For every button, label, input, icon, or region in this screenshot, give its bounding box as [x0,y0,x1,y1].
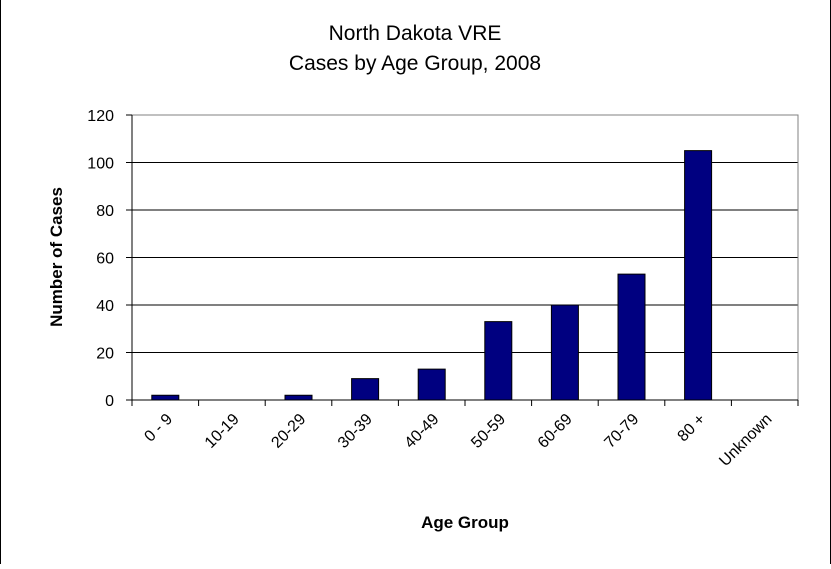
bar [550,304,579,401]
x-tick-label: 40-49 [402,411,443,452]
x-tick-label: 80 + [675,411,709,445]
x-tick-label: 10-19 [202,411,243,452]
bars [151,150,713,401]
x-tick-labels: 0 - 9 10-19 20-29 30-39 40-49 50-59 60-69 70-79… [141,411,775,470]
chart-subtitle: Cases by Age Group, 2008 [289,52,541,75]
y-tick-label: 40 [96,298,114,315]
bar [351,378,380,401]
bar [484,321,513,401]
y-tick-label: 20 [96,346,114,363]
bar [151,394,180,401]
x-tick-label: 60-69 [535,411,576,452]
x-tick-label: 0 - 9 [141,411,176,446]
y-tick-label: 0 [105,393,114,410]
axes [126,114,799,406]
y-tick-label: 80 [96,203,114,220]
y-tick-labels: 0 20 40 60 80 100 120 [87,108,114,410]
x-tick-label: Unknown [716,411,775,470]
chart-title: North Dakota VRE [329,22,502,45]
y-tick-label: 60 [96,251,114,268]
y-axis-title: Number of Cases [47,187,66,327]
x-tick-label: 70-79 [601,411,642,452]
x-axis-title: Age Group [421,513,509,532]
y-tick-label: 120 [87,108,114,125]
x-tick-label: 30-39 [335,411,376,452]
bar [284,394,313,401]
bar [684,150,713,401]
bar [417,368,446,401]
x-tick-label: 50-59 [468,411,509,452]
bar [617,273,646,401]
y-tick-label: 100 [87,156,114,173]
x-tick-label: 20-29 [268,411,309,452]
